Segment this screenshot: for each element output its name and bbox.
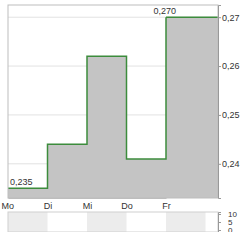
tick: 0,27 [218, 13, 240, 23]
axis-line [9, 198, 167, 199]
line-tail [166, 16, 218, 18]
tick-mark [218, 214, 221, 215]
tick: Di [44, 198, 53, 211]
band [8, 212, 48, 232]
tick: 0,26 [218, 61, 240, 71]
tick-mark [218, 222, 221, 223]
tick: 0,25 [218, 110, 240, 120]
tick-label: 0,25 [222, 110, 240, 120]
bar [16, 230, 48, 231]
tick-mark [218, 115, 221, 116]
tick-label: Fr [162, 201, 171, 211]
tick: 0,24 [218, 159, 240, 169]
axis-line [219, 213, 222, 232]
band [166, 212, 206, 232]
bar [178, 230, 210, 231]
tick-mark [218, 66, 221, 67]
tick-label: Mo [2, 201, 15, 211]
tick-mark [218, 164, 221, 165]
tick: Mi [83, 198, 93, 211]
axis-line [219, 6, 222, 199]
tick: Fr [162, 198, 171, 211]
y-axis: 0510 [218, 210, 237, 232]
line [8, 17, 166, 188]
tick-label: 0,27 [222, 13, 240, 23]
x-axis: Mo Di Mi Do Fr [2, 198, 171, 211]
grid-line [8, 17, 218, 18]
tick-label: 0,24 [222, 159, 240, 169]
tick: 10 [218, 210, 237, 219]
bar [56, 230, 88, 231]
tick-label: Mi [83, 201, 93, 211]
tick: 5 [218, 218, 233, 227]
tick: Do [121, 198, 133, 211]
tick-label: 5 [228, 218, 233, 227]
tick: Mo [2, 198, 15, 211]
bands [8, 212, 206, 232]
area-tail [166, 17, 218, 198]
tick-label: Do [121, 201, 133, 211]
tick-mark [218, 17, 221, 18]
tick-mark [218, 230, 221, 231]
tick-label: Di [44, 201, 53, 211]
chart: 0,24 0,25 0,26 0,27 Mo Di Mi Do Fr 0,235 0,270 0510 [0, 0, 240, 232]
annotation: 0,270 [153, 6, 176, 16]
frame [8, 5, 218, 198]
plot [8, 17, 218, 198]
area [8, 17, 166, 198]
y-axis: 0,24 0,25 0,26 0,27 [218, 6, 240, 199]
tick-label: 0,26 [222, 61, 240, 71]
tick-label: 10 [228, 210, 237, 219]
bar [137, 230, 169, 231]
frame [8, 212, 218, 232]
annotation: 0,235 [10, 177, 33, 187]
bar [97, 230, 129, 231]
band [87, 212, 127, 232]
